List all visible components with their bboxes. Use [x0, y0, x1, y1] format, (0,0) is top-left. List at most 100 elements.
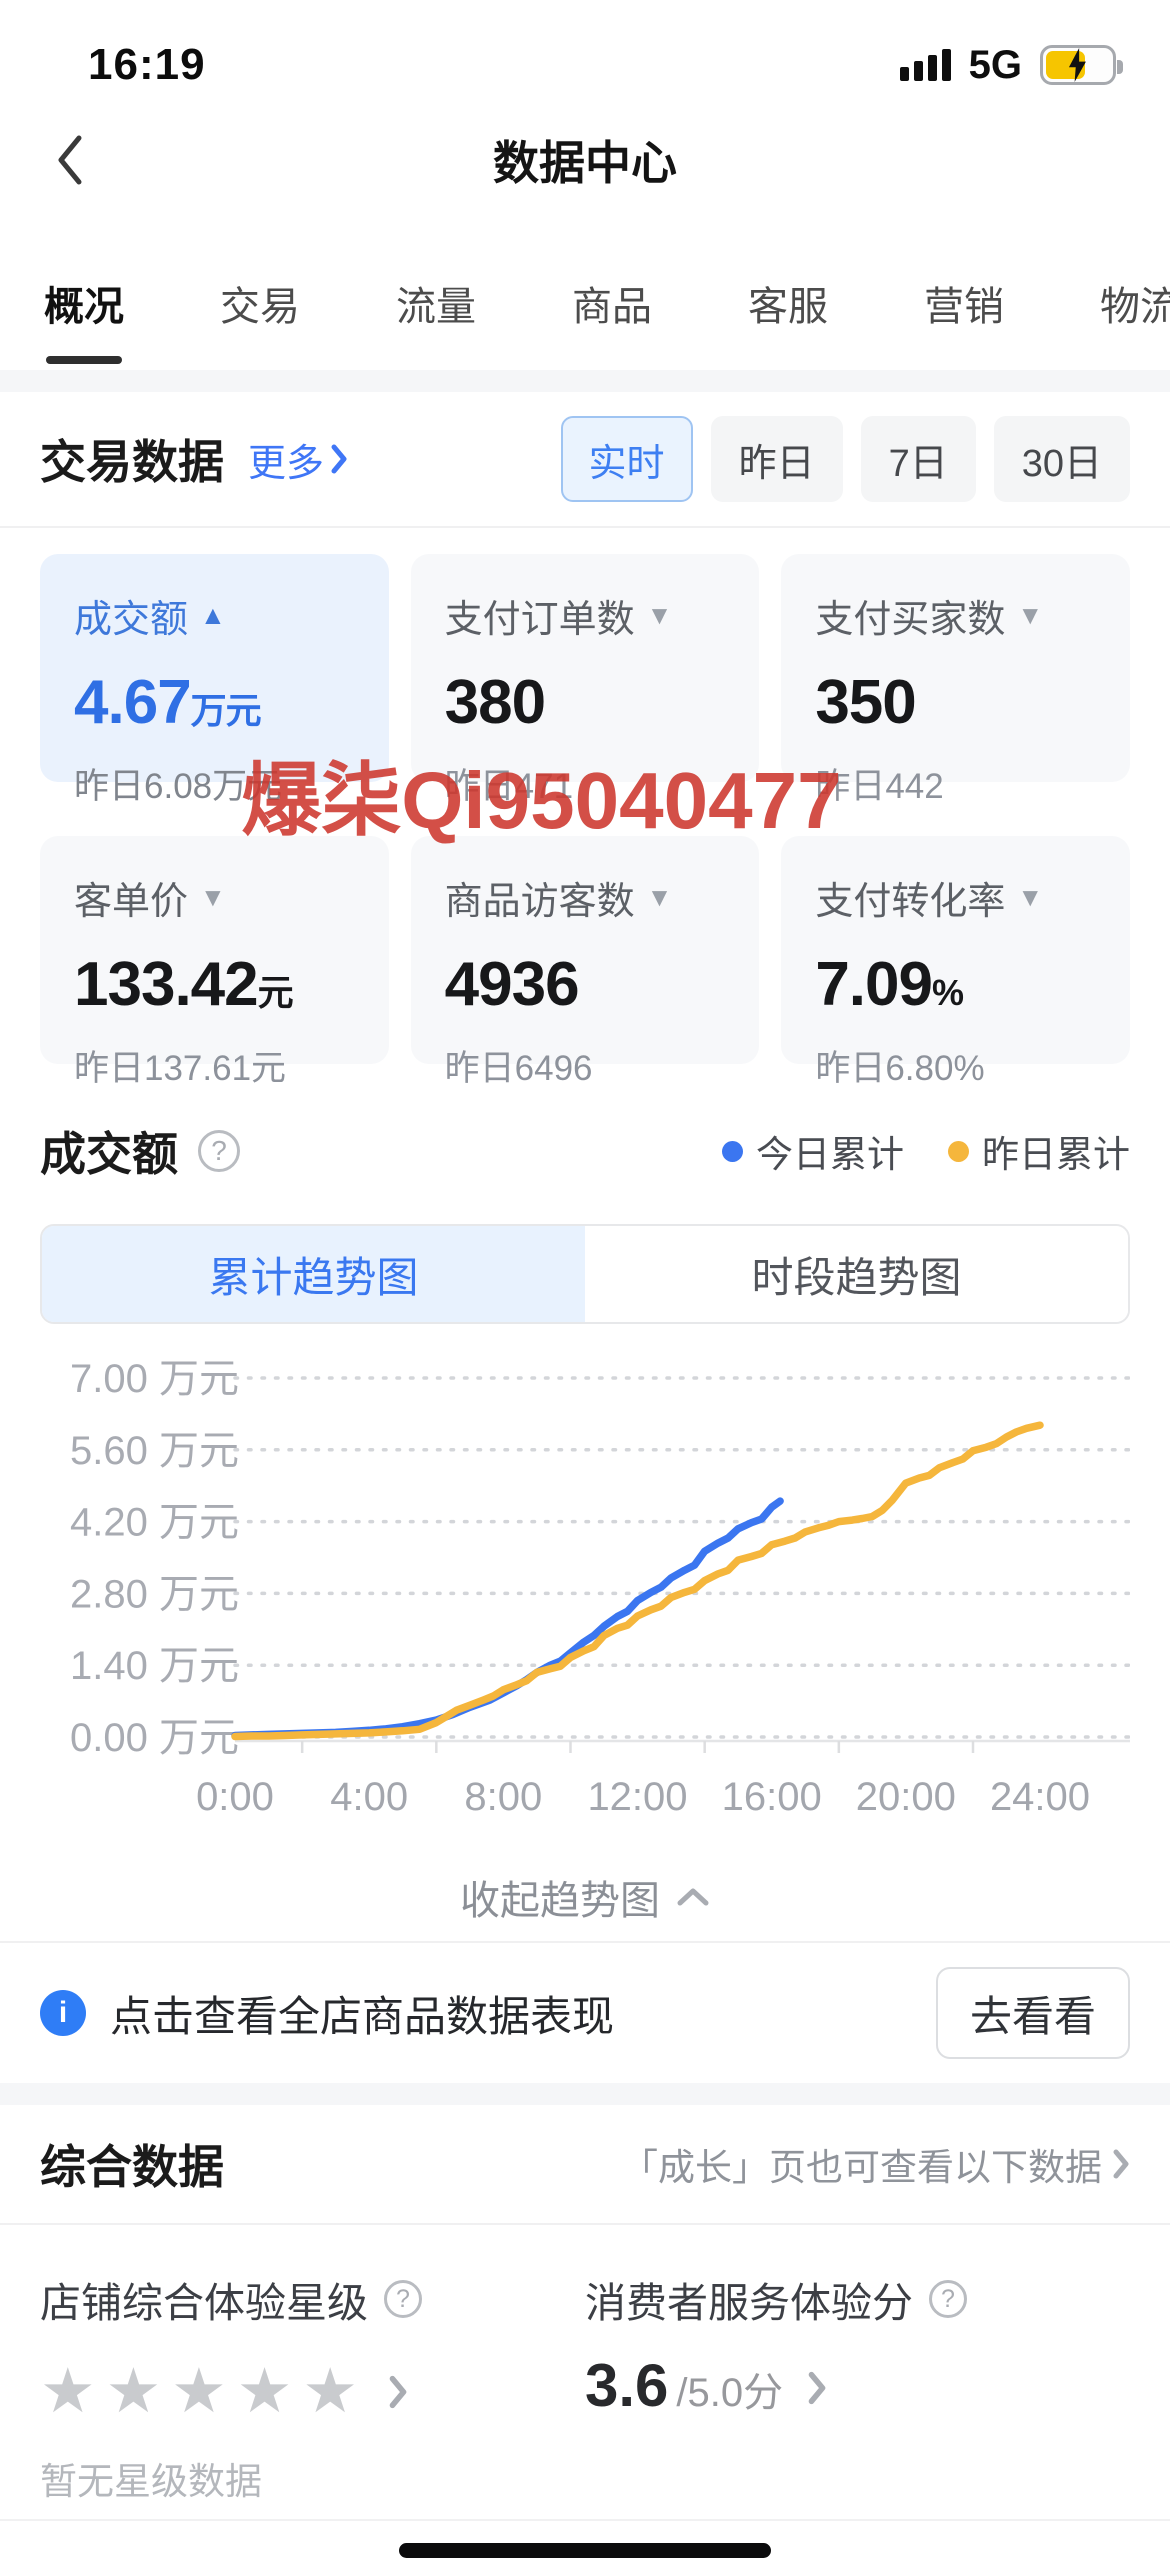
filter-30d[interactable]: 30日 — [993, 416, 1130, 502]
dropdown-arrow-icon: ▼ — [1017, 882, 1044, 912]
battery-charging-icon — [1040, 45, 1123, 85]
card-subtext: 昨日6.80% — [815, 1049, 985, 1088]
tab-product[interactable]: 商品 — [572, 285, 652, 329]
chevron-right-icon — [1113, 2149, 1129, 2179]
dropdown-arrow-icon: ▼ — [1017, 600, 1044, 630]
card-subtext: 昨日6.08万元 — [74, 767, 283, 806]
chart-title: 成交额 — [40, 1128, 178, 1180]
info-icon: i — [40, 1990, 86, 2036]
card-value: 380 — [444, 668, 546, 737]
metric-card-product-visitors[interactable]: 商品访客数 ▼ 4936 昨日6496 — [410, 836, 760, 1088]
chart-legend: 今日累计 昨日累计 — [722, 1124, 1130, 1178]
signal-strength-icon — [899, 49, 951, 81]
card-value: 4.67 — [74, 668, 192, 737]
help-icon[interactable]: ? — [929, 2280, 967, 2318]
card-subtext: 昨日6496 — [444, 1049, 593, 1088]
svg-text:7.00 万元: 7.00 万元 — [70, 1357, 239, 1401]
star-rating-link[interactable]: ★★★★★ — [40, 2361, 585, 2423]
toggle-cumulative-trend[interactable]: 累计趋势图 — [42, 1226, 585, 1322]
svg-text:20:00: 20:00 — [856, 1775, 956, 1819]
filter-7d[interactable]: 7日 — [860, 416, 976, 502]
svg-text:2.80 万元: 2.80 万元 — [70, 1572, 239, 1616]
dropdown-arrow-icon: ▼ — [646, 600, 673, 630]
svg-text:5.60 万元: 5.60 万元 — [70, 1429, 239, 1473]
time-filter-group: 实时 昨日 7日 30日 — [560, 416, 1130, 502]
card-label: 成交额 — [74, 599, 189, 641]
tab-logistics[interactable]: 物流 — [1100, 285, 1170, 329]
footer — [0, 2519, 1170, 2558]
promo-banner[interactable]: i 点击查看全店商品数据表现 去看看 — [40, 1943, 1130, 2083]
tab-traffic[interactable]: 流量 — [396, 285, 476, 329]
metric-card-paid-orders[interactable]: 支付订单数 ▼ 380 昨日471 — [410, 554, 760, 806]
card-unit: % — [932, 972, 964, 1013]
card-label: 支付买家数 — [815, 599, 1006, 641]
card-label: 商品访客数 — [444, 881, 635, 923]
store-star-label: 店铺综合体验星级 — [40, 2280, 368, 2326]
back-icon[interactable] — [54, 133, 84, 187]
chart-header: 成交额 ? 今日累计 昨日累计 — [40, 1118, 1130, 1184]
card-unit: 元 — [257, 972, 294, 1013]
section-divider-band — [0, 370, 1170, 392]
status-bar: 16:19 5G — [0, 0, 1170, 104]
tab-marketing[interactable]: 营销 — [924, 285, 1004, 329]
service-score-label: 消费者服务体验分 — [585, 2280, 913, 2326]
legend-dot-blue — [722, 1140, 743, 1162]
collapse-label: 收起趋势图 — [460, 1879, 660, 1923]
more-label: 更多 — [248, 442, 325, 485]
help-icon[interactable]: ? — [198, 1130, 240, 1172]
svg-text:1.40 万元: 1.40 万元 — [70, 1644, 239, 1688]
trend-chart-container: 7.00 万元 5.60 万元 4.20 万元 2.80 万元 1.40 万元 0.00 … — [40, 1348, 1132, 1853]
card-unit: 万元 — [190, 690, 262, 731]
filter-realtime[interactable]: 实时 — [560, 416, 693, 502]
card-subtext: 昨日471 — [444, 767, 574, 806]
dropdown-arrow-icon: ▼ — [646, 882, 673, 912]
trade-section-title: 交易数据 — [40, 436, 224, 488]
svg-text:12:00: 12:00 — [587, 1775, 687, 1819]
status-time: 16:19 — [88, 40, 206, 89]
metric-card-conversion-rate[interactable]: 支付转化率 ▼ 7.09% 昨日6.80% — [781, 836, 1130, 1088]
card-label: 支付订单数 — [444, 599, 635, 641]
page-title: 数据中心 — [493, 137, 677, 189]
metric-card-paid-buyers[interactable]: 支付买家数 ▼ 350 昨日442 — [781, 554, 1130, 806]
hint-label: 「成长」页也可查看以下数据 — [621, 2147, 1102, 2188]
overview-blocks: 店铺综合体验星级 ? ★★★★★ 暂无星级数据 消费者服务体验分 ? 3.6 /… — [40, 2225, 1130, 2505]
chevron-right-icon — [331, 444, 347, 474]
svg-text:0:00: 0:00 — [196, 1775, 274, 1819]
nav-bar: 数据中心 — [0, 104, 1170, 216]
svg-text:0.00 万元: 0.00 万元 — [70, 1716, 239, 1760]
score-value: 3.6 — [585, 2352, 669, 2419]
trade-section-header: 交易数据 更多 实时 昨日 7日 30日 — [40, 392, 1130, 526]
card-value: 7.09 — [815, 950, 933, 1019]
section-divider-band — [0, 2083, 1170, 2105]
metric-card-avg-order-value[interactable]: 客单价 ▼ 133.42元 昨日137.61元 — [40, 836, 389, 1088]
tab-overview[interactable]: 概况 — [44, 274, 124, 364]
svg-text:8:00: 8:00 — [464, 1775, 542, 1819]
service-score-link[interactable]: 3.6 /5.0分 — [585, 2351, 1130, 2420]
help-icon[interactable]: ? — [384, 2280, 422, 2318]
toggle-period-trend[interactable]: 时段趋势图 — [585, 1226, 1128, 1322]
more-link[interactable]: 更多 — [248, 432, 348, 487]
legend-item-yesterday: 昨日累计 — [948, 1124, 1130, 1178]
watermark-text: 爆柒Qi95040477 — [241, 756, 842, 845]
metric-cards-grid: 成交额 ▲ 4.67万元 昨日6.08万元 支付订单数 ▼ 380 昨日471 支付… — [40, 554, 1130, 1088]
store-star-block: 店铺综合体验星级 ? ★★★★★ 暂无星级数据 — [40, 2269, 585, 2505]
card-subtext: 昨日137.61元 — [74, 1049, 287, 1088]
legend-label: 今日累计 — [756, 1134, 904, 1175]
collapse-chart-link[interactable]: 收起趋势图 — [0, 1853, 1170, 1941]
tab-trade[interactable]: 交易 — [220, 285, 300, 329]
go-see-button[interactable]: 去看看 — [935, 1967, 1130, 2059]
chart-type-toggle: 累计趋势图 时段趋势图 — [40, 1224, 1130, 1324]
trend-chart: 7.00 万元 5.60 万元 4.20 万元 2.80 万元 1.40 万元 0.00 … — [70, 1357, 1132, 1819]
svg-text:24:00: 24:00 — [990, 1775, 1090, 1819]
filter-yesterday[interactable]: 昨日 — [710, 416, 843, 502]
top-tab-bar: 概况 交易 流量 商品 客服 营销 物流 — [0, 216, 1170, 370]
tab-service[interactable]: 客服 — [748, 285, 828, 329]
growth-page-hint-link[interactable]: 「成长」页也可查看以下数据 — [621, 2137, 1130, 2191]
chevron-up-icon — [677, 1888, 709, 1906]
chevron-right-icon — [808, 2371, 826, 2405]
series-line-today — [231, 1497, 784, 1740]
overview-section-title: 综合数据 — [40, 2141, 224, 2193]
dropdown-arrow-icon: ▼ — [200, 882, 226, 912]
metric-card-gmv[interactable]: 成交额 ▲ 4.67万元 昨日6.08万元 — [40, 554, 389, 806]
svg-text:4.20 万元: 4.20 万元 — [70, 1501, 239, 1545]
